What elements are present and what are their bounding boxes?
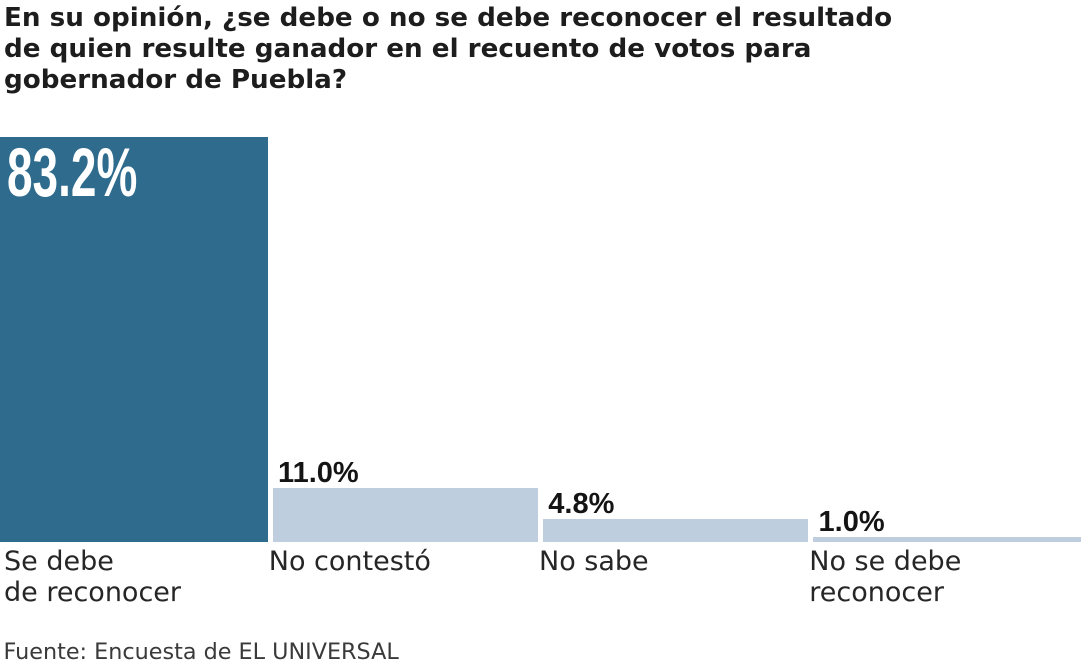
chart-title-line-1: En su opinión, ¿se debe o no se debe rec… [4, 2, 893, 33]
bar-3 [542, 518, 809, 542]
category-label-3: No sabe [539, 546, 649, 578]
value-label-3: 4.8% [548, 487, 615, 520]
category-label-line: Se debe [4, 545, 114, 577]
bar-1 [0, 137, 268, 542]
value-label-4: 1.0% [818, 506, 885, 539]
category-label-4: No se debe reconocer [809, 546, 961, 609]
category-label-line: de reconocer [4, 577, 182, 608]
category-label-line: No se debe [809, 545, 962, 577]
chart-title-line-3: gobernador de Puebla? [4, 65, 348, 96]
chart-title-line-2: de quien resulte ganador en el recuento … [4, 34, 812, 65]
category-label-line: reconocer [809, 577, 944, 608]
bar-2 [272, 488, 539, 542]
chart-title: En su opinión, ¿se debe o no se debe rec… [4, 3, 892, 97]
category-label-line: No sabe [539, 545, 649, 577]
category-label-1: Se debe de reconocer [4, 546, 181, 609]
source-note: Fuente: Encuesta de EL UNIVERSAL [3, 638, 399, 665]
bar-4 [813, 537, 1081, 542]
category-label-2: No contestó [269, 546, 431, 578]
category-label-line: No contestó [268, 545, 431, 577]
value-label-2: 11.0% [278, 457, 359, 490]
value-label-1: 83.2% [7, 134, 138, 212]
